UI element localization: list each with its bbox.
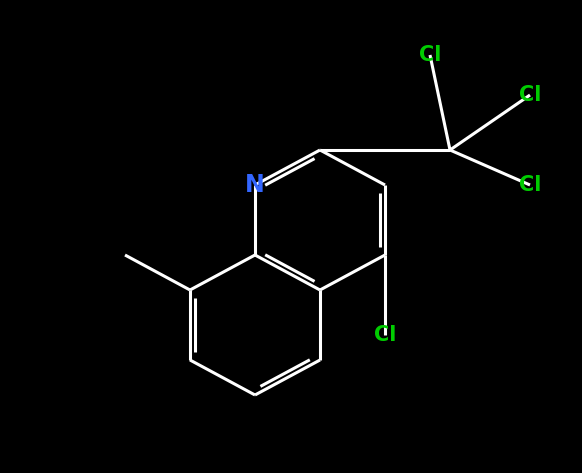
Text: Cl: Cl bbox=[519, 175, 541, 195]
Text: N: N bbox=[245, 173, 265, 197]
Text: Cl: Cl bbox=[419, 45, 441, 65]
Text: Cl: Cl bbox=[519, 85, 541, 105]
Text: Cl: Cl bbox=[374, 325, 396, 345]
